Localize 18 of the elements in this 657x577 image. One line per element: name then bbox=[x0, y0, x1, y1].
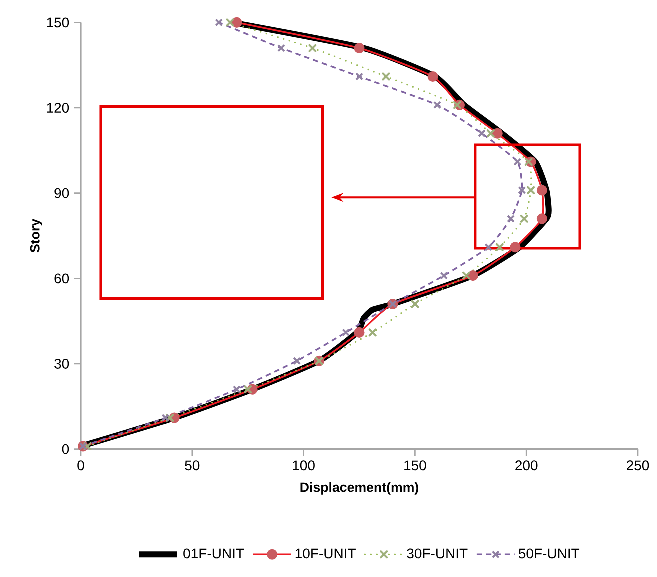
legend-label: 30F-UNIT bbox=[407, 548, 468, 559]
x-axis-title: Displacement(mm) bbox=[300, 482, 418, 495]
y-tick-label: 0 bbox=[62, 444, 70, 454]
y-tick-label: 120 bbox=[47, 103, 70, 113]
x-tick-label: 50 bbox=[185, 460, 200, 471]
legend-label: 01F-UNIT bbox=[184, 548, 244, 559]
x-tick-label: 100 bbox=[293, 460, 315, 471]
y-tick-label: 60 bbox=[54, 274, 70, 284]
y-tick-label: 150 bbox=[47, 18, 70, 28]
y-tick-label: 90 bbox=[54, 188, 70, 198]
y-axis-title: Story bbox=[30, 219, 42, 253]
y-tick-label: 30 bbox=[54, 359, 70, 369]
legend-label: 50F-UNIT bbox=[518, 548, 580, 559]
x-tick-label: 150 bbox=[404, 460, 426, 471]
legend-label: 10F-UNIT bbox=[296, 548, 356, 559]
x-tick-label: 200 bbox=[516, 460, 538, 471]
x-tick-label: 0 bbox=[78, 460, 84, 471]
x-tick-label: 250 bbox=[627, 460, 650, 471]
